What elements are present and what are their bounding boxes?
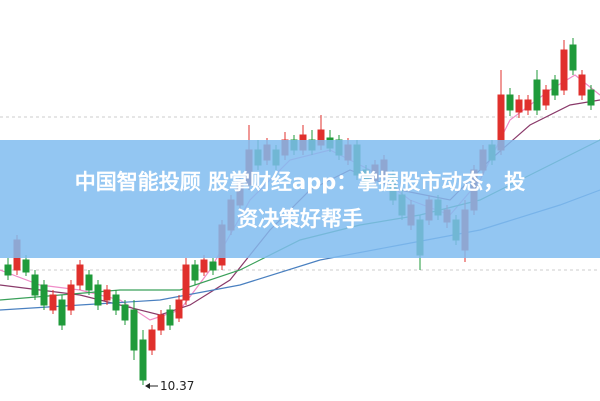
candle (67, 284, 75, 311)
candle (4, 264, 12, 276)
candle (533, 79, 541, 111)
candle (182, 264, 190, 301)
candle (157, 314, 165, 331)
low-label: 10.37 (160, 379, 194, 393)
candle (94, 284, 102, 306)
banner (0, 140, 600, 258)
candle (130, 309, 138, 351)
candle (587, 89, 595, 106)
candle (506, 94, 514, 111)
candle (121, 304, 129, 321)
candle (103, 289, 111, 301)
candle (515, 99, 523, 113)
candle (31, 274, 39, 296)
candle (166, 309, 174, 326)
candle (40, 284, 48, 306)
candle (209, 261, 217, 271)
candle (191, 264, 199, 281)
low-arrow (145, 383, 150, 389)
candle (569, 44, 577, 71)
candle (524, 99, 532, 111)
candle (175, 299, 183, 319)
candle (76, 264, 84, 286)
candle (148, 329, 156, 351)
candle (112, 294, 120, 311)
candle (58, 299, 66, 326)
candle (49, 294, 57, 311)
candle (22, 259, 30, 273)
candle (85, 274, 93, 291)
candle (200, 259, 208, 273)
candle (542, 89, 550, 106)
candle (139, 339, 147, 381)
candle (578, 74, 586, 96)
banner-title: 资决策好帮手 (237, 207, 363, 231)
candle (560, 49, 568, 91)
candle (551, 79, 559, 96)
banner-title: 中国智能投顾 股掌财经app：掌握股市动态，投 (75, 170, 526, 194)
